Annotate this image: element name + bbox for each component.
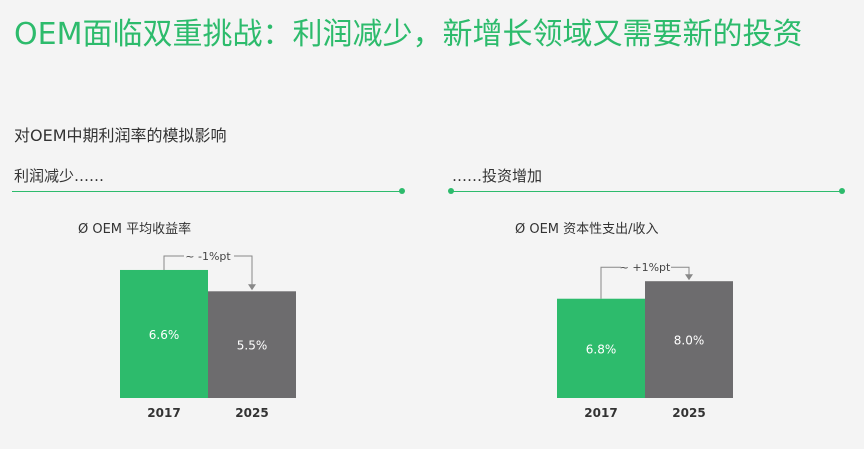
change-annotation: ~ -1%pt	[185, 250, 231, 263]
divider-dot	[399, 188, 405, 194]
data-label: 6.6%	[149, 328, 180, 342]
x-tick-label: 2017	[584, 406, 617, 420]
annotation-bracket	[600, 266, 690, 299]
bar-2025	[208, 291, 296, 398]
x-tick-label: 2025	[235, 406, 268, 420]
section-header-profit: 利润减少……	[14, 167, 105, 185]
change-annotation: ~ +1%pt	[620, 261, 671, 274]
section-divider	[12, 191, 402, 192]
x-tick-label: 2025	[672, 406, 705, 420]
divider-dot	[448, 188, 454, 194]
bar-2017	[120, 269, 208, 398]
section-divider	[450, 191, 842, 192]
data-label: 8.0%	[674, 334, 705, 348]
x-tick-label: 2017	[147, 406, 180, 420]
bar-2025	[645, 281, 733, 398]
data-label: 6.8%	[586, 342, 617, 356]
arrow-down-icon	[248, 284, 256, 291]
bar-2017	[557, 298, 645, 398]
page-title: OEM面临双重挑战：利润减少，新增长领域又需要新的投资	[14, 17, 803, 52]
annotation-bracket	[163, 255, 253, 286]
section-header-investment: ……投资增加	[452, 167, 543, 185]
chart-title: Ø OEM 资本性支出/收入	[515, 222, 659, 237]
arrow-down-icon	[685, 274, 693, 281]
chart-title: Ø OEM 平均收益率	[78, 222, 192, 237]
divider-dot	[839, 188, 845, 194]
data-label: 5.5%	[237, 339, 268, 353]
page-subtitle: 对OEM中期利润率的模拟影响	[14, 126, 227, 145]
